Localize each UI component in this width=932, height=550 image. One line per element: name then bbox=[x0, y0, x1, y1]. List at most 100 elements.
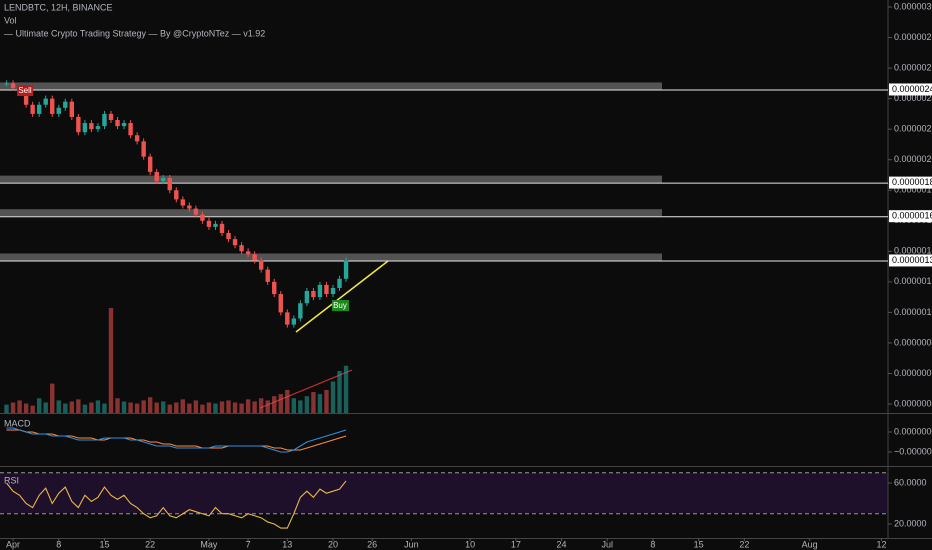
candle bbox=[343, 260, 349, 279]
volume-bar bbox=[343, 365, 349, 413]
volume-bar bbox=[291, 398, 297, 413]
volume-bar bbox=[187, 403, 192, 413]
strategy-label: — Ultimate Crypto Trading Strategy — By … bbox=[4, 28, 265, 38]
candle bbox=[56, 107, 61, 114]
macd-label: MACD bbox=[4, 418, 31, 428]
candle bbox=[200, 214, 205, 221]
rsi-y-tick-label: 60.0000 bbox=[894, 477, 927, 487]
y-tick-label: 0.00000280 bbox=[894, 32, 932, 42]
x-tick-label: Jun bbox=[404, 539, 419, 549]
candle bbox=[161, 178, 166, 182]
candle bbox=[108, 113, 114, 121]
x-tick-label: 22 bbox=[145, 539, 155, 549]
rsi-label: RSI bbox=[4, 475, 19, 485]
x-tick-label: 20 bbox=[328, 539, 338, 549]
candle bbox=[102, 113, 107, 127]
volume-bar bbox=[317, 394, 323, 413]
candle bbox=[30, 104, 35, 114]
candle bbox=[4, 83, 9, 85]
buy-badge bbox=[332, 300, 349, 311]
volume-bar bbox=[200, 404, 205, 413]
level-label: 0.00000246 bbox=[892, 84, 932, 94]
candle bbox=[285, 312, 290, 325]
sell-badge bbox=[17, 85, 33, 96]
volume-bar bbox=[174, 402, 179, 413]
candle bbox=[324, 284, 329, 295]
volume-bar bbox=[128, 402, 133, 413]
x-tick-label: 24 bbox=[557, 539, 567, 549]
candle bbox=[258, 260, 264, 270]
x-tick-label: Apr bbox=[6, 539, 20, 549]
candle bbox=[330, 287, 336, 295]
volume-bar bbox=[239, 403, 244, 413]
rsi-band-fill bbox=[0, 473, 888, 513]
volume-bar bbox=[161, 401, 166, 413]
volume-bar bbox=[121, 401, 127, 413]
volume-bar bbox=[89, 402, 94, 413]
candle bbox=[226, 232, 231, 240]
volume-bar bbox=[115, 398, 120, 413]
volume-bar bbox=[43, 402, 48, 413]
y-tick-label: 0.00000220 bbox=[894, 124, 932, 134]
trend-line bbox=[295, 260, 389, 333]
volume-bar bbox=[304, 396, 310, 413]
x-tick-label: 7 bbox=[246, 539, 251, 549]
macd-y-tick-label: 0.00000000 bbox=[894, 426, 932, 436]
volume-bar bbox=[330, 381, 336, 413]
y-tick-label: 0.00000240 bbox=[894, 93, 932, 103]
y-tick-label: 0.00000060 bbox=[894, 368, 932, 378]
candle bbox=[174, 190, 179, 200]
candle bbox=[291, 318, 297, 325]
volume-bar bbox=[285, 389, 290, 413]
volume-bar bbox=[337, 371, 342, 413]
y-tick-label: 0.00000100 bbox=[894, 307, 932, 317]
volume-bar bbox=[193, 400, 199, 413]
candle bbox=[252, 254, 257, 261]
volume-bar bbox=[265, 400, 270, 413]
candle bbox=[63, 101, 68, 108]
volume-bar bbox=[23, 403, 29, 413]
candle bbox=[337, 278, 342, 288]
level-zone bbox=[0, 82, 662, 90]
candle bbox=[134, 135, 140, 142]
candle bbox=[187, 205, 192, 209]
volume-bar bbox=[206, 402, 212, 413]
candle bbox=[278, 294, 283, 313]
x-tick-label: 15 bbox=[99, 539, 109, 549]
candle bbox=[95, 126, 101, 130]
candle bbox=[317, 284, 323, 298]
volume-bar bbox=[4, 404, 9, 413]
candle bbox=[232, 239, 238, 246]
volume-bar bbox=[69, 401, 75, 413]
volume-bar bbox=[252, 401, 257, 413]
candle bbox=[69, 101, 75, 117]
candle bbox=[121, 123, 127, 127]
level-label-box bbox=[889, 254, 932, 267]
candle bbox=[36, 104, 42, 114]
candle bbox=[147, 156, 153, 172]
volume-bar bbox=[167, 404, 172, 413]
candle bbox=[219, 223, 225, 233]
candle bbox=[304, 291, 310, 304]
volume-label: Vol bbox=[4, 15, 17, 25]
candle bbox=[167, 178, 172, 191]
volume-bar bbox=[56, 400, 61, 413]
volume-bar bbox=[154, 402, 159, 413]
x-tick-label: 22 bbox=[739, 539, 749, 549]
y-tick-label: 0.00000040 bbox=[894, 398, 932, 408]
volume-bar bbox=[36, 398, 42, 413]
level-label: 0.00000163 bbox=[892, 211, 932, 221]
volume-bar bbox=[213, 403, 218, 413]
level-zone bbox=[0, 209, 662, 217]
x-tick-label: 8 bbox=[56, 539, 61, 549]
symbol-label: LENDBTC, 12H, BINANCE bbox=[4, 2, 113, 12]
candle bbox=[115, 120, 120, 127]
volume-bar bbox=[226, 400, 231, 413]
volume-bar bbox=[258, 398, 264, 413]
level-zone bbox=[0, 253, 662, 261]
y-tick-label: 0.00000180 bbox=[894, 185, 932, 195]
level-label-box bbox=[889, 83, 932, 96]
